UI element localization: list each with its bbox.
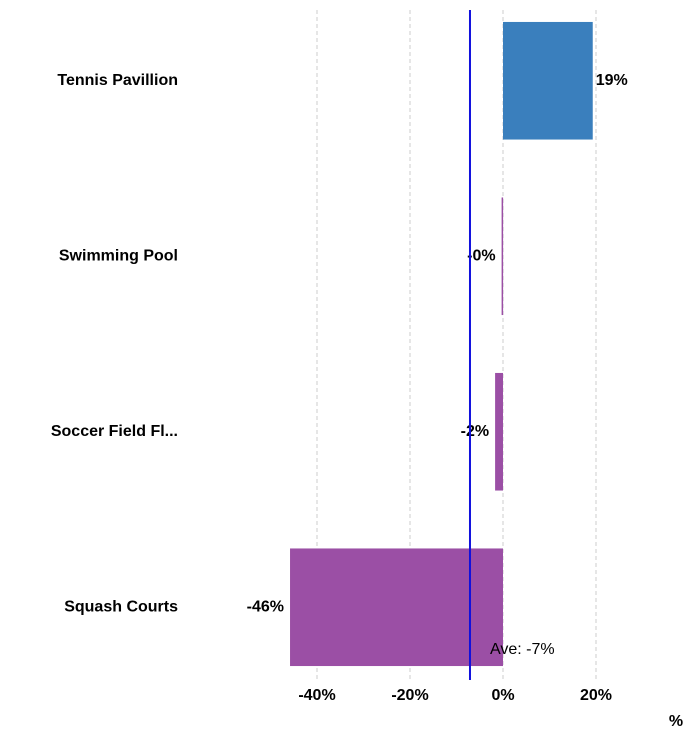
x-axis-label: % — [669, 713, 683, 730]
bar — [290, 548, 503, 667]
value-label: -0% — [467, 247, 495, 264]
bar — [503, 21, 593, 140]
x-tick-label: -40% — [298, 687, 335, 704]
average-label: Ave: -7% — [490, 641, 555, 658]
y-tick-label: Soccer Field Fl... — [51, 423, 178, 440]
y-tick-label: Squash Courts — [64, 598, 178, 615]
value-label: -46% — [247, 598, 284, 615]
value-label: 19% — [596, 72, 628, 89]
y-tick-label: Tennis Pavillion — [57, 72, 178, 89]
x-tick-label: 0% — [491, 687, 514, 704]
bar — [501, 197, 504, 316]
value-label: -2% — [461, 423, 489, 440]
y-tick-label: Swimming Pool — [59, 247, 178, 264]
x-tick-label: 20% — [580, 687, 612, 704]
x-tick-label: -20% — [391, 687, 428, 704]
bar — [495, 372, 503, 491]
